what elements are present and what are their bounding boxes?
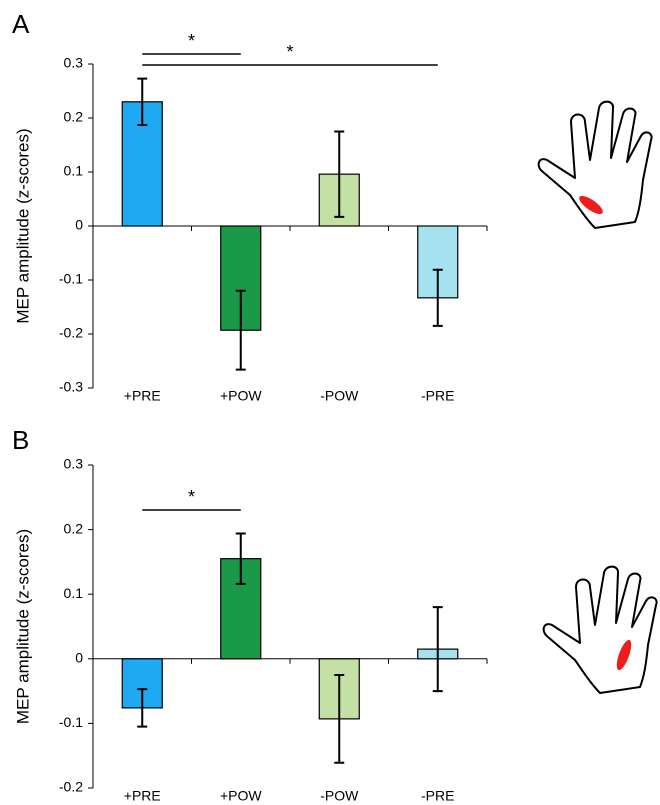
- stimulus-site: [577, 193, 606, 217]
- y-tick-label: 0.2: [64, 520, 84, 536]
- x-tick-label: +POW: [220, 388, 262, 404]
- y-tick-label: 0.2: [64, 109, 84, 125]
- figure: A MEP amplitude (z-scores) 0.3 0.2 0.1 0 -0.1 -…: [0, 0, 660, 805]
- y-tick-label: -0.2: [59, 325, 83, 341]
- panel-label: A: [12, 9, 30, 39]
- x-tick-label: -PRE: [421, 388, 454, 404]
- panel-label: B: [12, 425, 29, 455]
- y-tick-label: -0.3: [59, 379, 83, 395]
- significance-marker: *: [188, 31, 195, 51]
- x-tick-label: +PRE: [124, 388, 161, 404]
- y-tick-label: -0.1: [59, 714, 83, 730]
- x-tick-label: -POW: [320, 788, 359, 804]
- y-tick-label: -0.2: [59, 779, 83, 795]
- x-tick-label: -POW: [320, 388, 359, 404]
- y-tick-label: 0: [75, 217, 83, 233]
- hand-icon-b: [544, 567, 657, 693]
- hand-icon-a: [539, 102, 652, 228]
- significance-marker: *: [188, 487, 195, 507]
- stimulus-site: [614, 638, 634, 671]
- hand-outline: [544, 567, 657, 693]
- y-tick-label: 0.3: [64, 55, 84, 71]
- y-tick-label: 0.1: [64, 585, 84, 601]
- x-tick-label: +POW: [220, 788, 262, 804]
- y-tick-label: 0: [75, 650, 83, 666]
- y-tick-label: 0.1: [64, 163, 84, 179]
- y-tick-label: 0.3: [64, 456, 84, 472]
- y-axis-label: MEP amplitude (z-scores): [13, 128, 32, 323]
- x-tick-label: +PRE: [124, 788, 161, 804]
- y-axis-label: MEP amplitude (z-scores): [13, 529, 32, 724]
- significance-marker: *: [286, 42, 293, 62]
- x-tick-label: -PRE: [421, 788, 454, 804]
- y-tick-label: -0.1: [59, 271, 83, 287]
